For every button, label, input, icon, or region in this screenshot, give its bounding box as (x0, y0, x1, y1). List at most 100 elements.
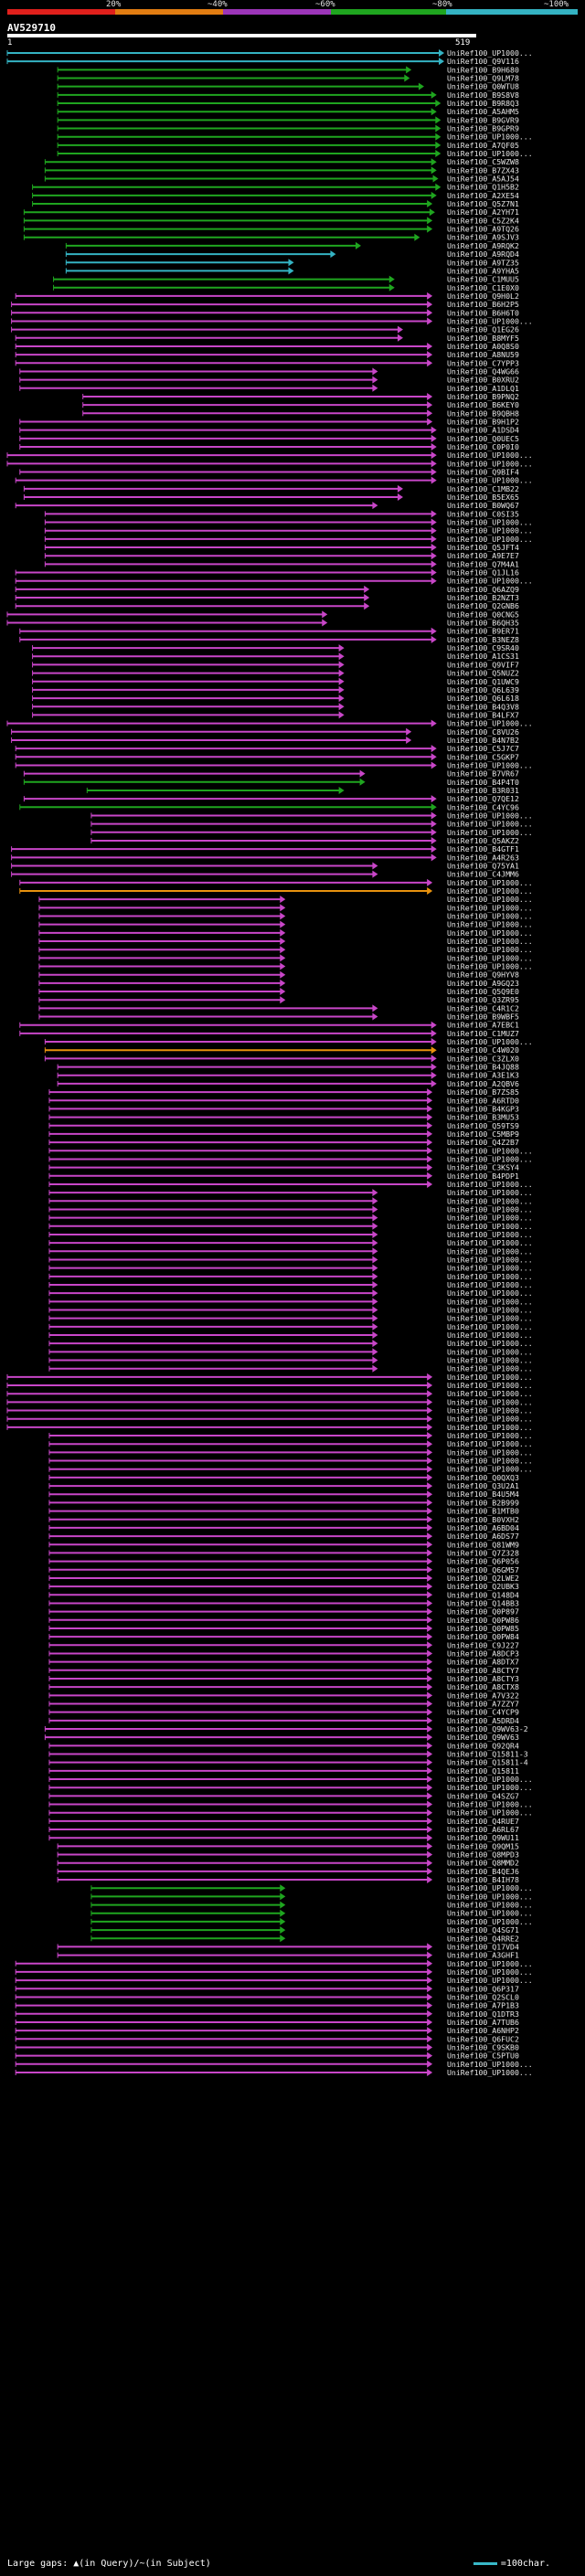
hit-label[interactable]: UniRef100_UP1000... (447, 48, 533, 58)
hit-label[interactable]: UniRef100_UP1000... (447, 1330, 533, 1340)
hit-label[interactable]: UniRef100_A8NU59 (447, 350, 519, 359)
hit-label[interactable]: UniRef100_UP1000... (447, 1439, 533, 1448)
hit-label[interactable]: UniRef100_UP1000... (447, 1322, 533, 1331)
hit-label[interactable]: UniRef100_Q92QR4 (447, 1741, 519, 1750)
hit-label[interactable]: UniRef100_Q5JFT4 (447, 543, 519, 552)
hit-label[interactable]: UniRef100_A8CTX8 (447, 1682, 519, 1691)
hit-label[interactable]: UniRef100_C5WZW8 (447, 157, 519, 166)
hit-label[interactable]: UniRef100_A1DSD4 (447, 426, 519, 435)
hit-label[interactable]: UniRef100_Q5NUZ2 (447, 669, 519, 678)
hit-label[interactable]: UniRef100_A7QF05 (447, 141, 519, 150)
hit-label[interactable]: UniRef100_UP1000... (447, 1415, 533, 1424)
hit-label[interactable]: UniRef100_A6BD04 (447, 1523, 519, 1532)
hit-label[interactable]: UniRef100_Q0PW86 (447, 1616, 519, 1625)
hit-label[interactable]: UniRef100_UP1000... (447, 1976, 533, 1985)
hit-label[interactable]: UniRef100_C3KSY4 (447, 1163, 519, 1172)
hit-label[interactable]: UniRef100_UP1000... (447, 1909, 533, 1918)
hit-label[interactable]: UniRef100_A8DTX7 (447, 1658, 519, 1667)
hit-label[interactable]: UniRef100_UP1000... (447, 920, 533, 929)
hit-label[interactable]: UniRef100_UP1000... (447, 912, 533, 921)
hit-label[interactable]: UniRef100_Q81WM9 (447, 1540, 519, 1549)
hit-label[interactable]: UniRef100_UP1000... (447, 1347, 533, 1356)
hit-label[interactable]: UniRef100_UP1000... (447, 577, 533, 586)
hit-label[interactable]: UniRef100_A6RL67 (447, 1825, 519, 1834)
hit-label[interactable]: UniRef100_B4QEJ6 (447, 1867, 519, 1876)
hit-label[interactable]: UniRef100_C4JMM6 (447, 870, 519, 879)
hit-label[interactable]: UniRef100_B6QH35 (447, 619, 519, 628)
hit-label[interactable]: UniRef100_Q75YA1 (447, 861, 519, 870)
hit-label[interactable]: UniRef100_B4KGP3 (447, 1104, 519, 1113)
hit-label[interactable]: UniRef100_C4YCP9 (447, 1708, 519, 1717)
hit-label[interactable]: UniRef100_UP1000... (447, 937, 533, 946)
hit-label[interactable]: UniRef100_B9QBH8 (447, 408, 519, 418)
hit-label[interactable]: UniRef100_B0WQ67 (447, 501, 519, 510)
hit-label[interactable]: UniRef100_UP1000... (447, 459, 533, 468)
hit-label[interactable]: UniRef100_B0VXH2 (447, 1515, 519, 1524)
hit-label[interactable]: UniRef100_A3GHF1 (447, 1951, 519, 1960)
hit-label[interactable]: UniRef100_B6H2P5 (447, 300, 519, 309)
hit-label[interactable]: UniRef100_B4N7B2 (447, 736, 519, 745)
hit-label[interactable]: UniRef100_C7YPP3 (447, 358, 519, 367)
hit-label[interactable]: UniRef100_UP1000... (447, 953, 533, 962)
hit-label[interactable]: UniRef100_Q9V116 (447, 57, 519, 66)
hit-label[interactable]: UniRef100_Q0P897 (447, 1607, 519, 1617)
hit-label[interactable]: UniRef100_UP1000... (447, 316, 533, 325)
hit-label[interactable]: UniRef100_Q1DTR3 (447, 2009, 519, 2019)
hit-label[interactable]: UniRef100_Q15811 (447, 1766, 519, 1776)
hit-label[interactable]: UniRef100_UP1000... (447, 811, 533, 820)
hit-label[interactable]: UniRef100_Q0QXQ3 (447, 1473, 519, 1482)
hit-label[interactable]: UniRef100_Q2LWE2 (447, 1574, 519, 1583)
hit-label[interactable]: UniRef100_C5GKP7 (447, 752, 519, 761)
hit-label[interactable]: UniRef100_UP1000... (447, 1146, 533, 1155)
hit-label[interactable]: UniRef100_A7P1B3 (447, 2001, 519, 2010)
hit-label[interactable]: UniRef100_UP1000... (447, 535, 533, 544)
hit-label[interactable]: UniRef100_Q0UEC5 (447, 434, 519, 443)
hit-label[interactable]: UniRef100_Q6L639 (447, 685, 519, 694)
hit-label[interactable]: UniRef100_C5J7C7 (447, 744, 519, 753)
hit-label[interactable]: UniRef100_A9GQ23 (447, 979, 519, 988)
hit-label[interactable]: UniRef100_UP1000... (447, 1431, 533, 1440)
hit-label[interactable]: UniRef100_Q0PW84 (447, 1632, 519, 1641)
hit-label[interactable]: UniRef100_Q6GM57 (447, 1565, 519, 1574)
hit-label[interactable]: UniRef100_A8CTY3 (447, 1674, 519, 1683)
hit-label[interactable]: UniRef100_Q9BIF4 (447, 468, 519, 477)
hit-label[interactable]: UniRef100_Q1H5B2 (447, 183, 519, 192)
hit-label[interactable]: UniRef100_UP1000... (447, 1423, 533, 1432)
hit-label[interactable]: UniRef100_B5EX65 (447, 493, 519, 502)
hit-label[interactable]: UniRef100_Q148D4 (447, 1590, 519, 1599)
hit-label[interactable]: UniRef100_A2XE54 (447, 191, 519, 200)
hit-label[interactable]: UniRef100_UP1000... (447, 1800, 533, 1809)
hit-label[interactable]: UniRef100_UP1000... (447, 1246, 533, 1256)
hit-label[interactable]: UniRef100_Q1EG26 (447, 325, 519, 334)
hit-label[interactable]: UniRef100_B9H680 (447, 65, 519, 74)
hit-label[interactable]: UniRef100_B2NZT3 (447, 593, 519, 602)
hit-label[interactable]: UniRef100_C0SI35 (447, 509, 519, 518)
hit-label[interactable]: UniRef100_A9TQ26 (447, 225, 519, 234)
hit-label[interactable]: UniRef100_C5Z2K4 (447, 216, 519, 225)
hit-label[interactable]: UniRef100_UP1000... (447, 820, 533, 829)
hit-label[interactable]: UniRef100_A5AJ54 (447, 175, 519, 184)
hit-label[interactable]: UniRef100_A9SJV3 (447, 233, 519, 242)
hit-label[interactable]: UniRef100_B8MYF5 (447, 334, 519, 343)
hit-label[interactable]: UniRef100_A6NHP2 (447, 2026, 519, 2035)
hit-label[interactable]: UniRef100_C3ZLX0 (447, 1054, 519, 1063)
hit-label[interactable]: UniRef100_UP1000... (447, 1775, 533, 1784)
hit-label[interactable]: UniRef100_UP1000... (447, 526, 533, 535)
hit-label[interactable]: UniRef100_A7EBC1 (447, 1021, 519, 1030)
hit-label[interactable]: UniRef100_UP1000... (447, 1204, 533, 1214)
hit-label[interactable]: UniRef100_B4PDP1 (447, 1171, 519, 1181)
hit-label[interactable]: UniRef100_Q1JL16 (447, 568, 519, 578)
hit-label[interactable]: UniRef100_Q4SG71 (447, 1925, 519, 1935)
hit-label[interactable]: UniRef100_A7ZZY7 (447, 1699, 519, 1708)
hit-label[interactable]: UniRef100_UP1000... (447, 903, 533, 912)
hit-label[interactable]: UniRef100_B9H1P2 (447, 417, 519, 426)
hit-label[interactable]: UniRef100_Q1UWC9 (447, 677, 519, 686)
hit-label[interactable]: UniRef100_B6H6T0 (447, 308, 519, 317)
hit-label[interactable]: UniRef100_UP1000... (447, 1406, 533, 1415)
hit-label[interactable]: UniRef100_UP1000... (447, 1230, 533, 1239)
hit-label[interactable]: UniRef100_B4LFX7 (447, 710, 519, 719)
hit-label[interactable]: UniRef100_C1MB22 (447, 484, 519, 493)
hit-label[interactable]: UniRef100_C1E0X0 (447, 283, 519, 292)
hit-label[interactable]: UniRef100_Q6L618 (447, 694, 519, 703)
hit-label[interactable]: UniRef100_UP1000... (447, 1255, 533, 1264)
